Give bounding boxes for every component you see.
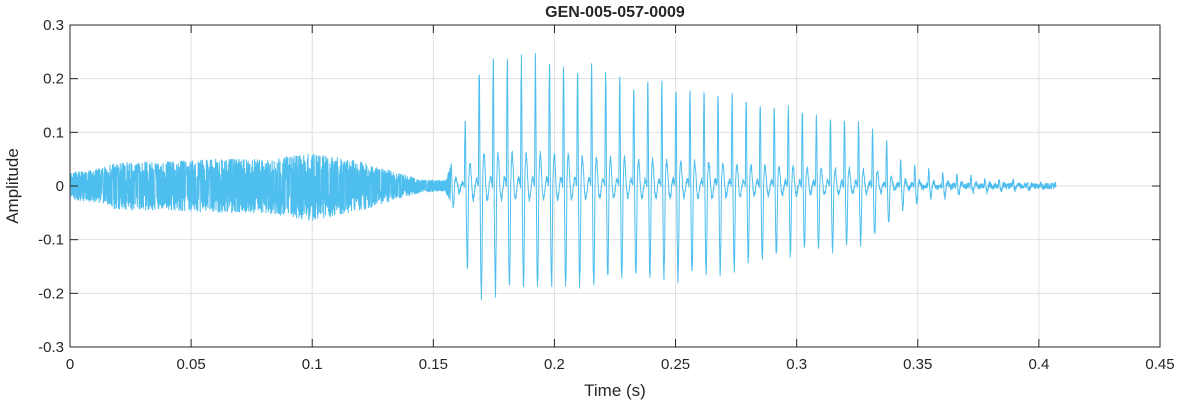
x-tick-label: 0.4 bbox=[1028, 356, 1049, 373]
x-tick-label: 0.35 bbox=[903, 356, 932, 373]
y-tick-label: -0.1 bbox=[38, 232, 64, 249]
x-tick-label: 0.3 bbox=[786, 356, 807, 373]
x-tick-label: 0.2 bbox=[544, 356, 565, 373]
x-tick-label: 0.1 bbox=[302, 356, 323, 373]
y-tick-label: 0.1 bbox=[43, 124, 64, 141]
y-tick-label: 0.2 bbox=[43, 71, 64, 88]
x-tick-label: 0.45 bbox=[1145, 356, 1174, 373]
x-tick-label: 0.25 bbox=[661, 356, 690, 373]
x-axis-label: Time (s) bbox=[584, 381, 646, 400]
x-tick-label: 0.15 bbox=[419, 356, 448, 373]
y-tick-label: 0.3 bbox=[43, 17, 64, 34]
y-tick-label: 0 bbox=[56, 178, 64, 195]
chart-title: GEN-005-057-0009 bbox=[545, 4, 685, 21]
y-axis-label: Amplitude bbox=[3, 148, 22, 224]
y-tick-label: -0.2 bbox=[38, 285, 64, 302]
waveform-series bbox=[70, 52, 1057, 301]
x-tick-labels: 0 0.05 0.1 0.15 0.2 0.25 0.3 0.35 0.4 0.45 bbox=[66, 356, 1175, 373]
x-tick-label: 0 bbox=[66, 356, 74, 373]
x-tick-label: 0.05 bbox=[177, 356, 206, 373]
y-tick-labels: 0.3 0.2 0.1 0 -0.1 -0.2 -0.3 bbox=[38, 17, 64, 356]
waveform-line bbox=[70, 52, 1057, 301]
axis-ticks bbox=[69, 24, 1161, 348]
y-tick-label: -0.3 bbox=[38, 339, 64, 356]
